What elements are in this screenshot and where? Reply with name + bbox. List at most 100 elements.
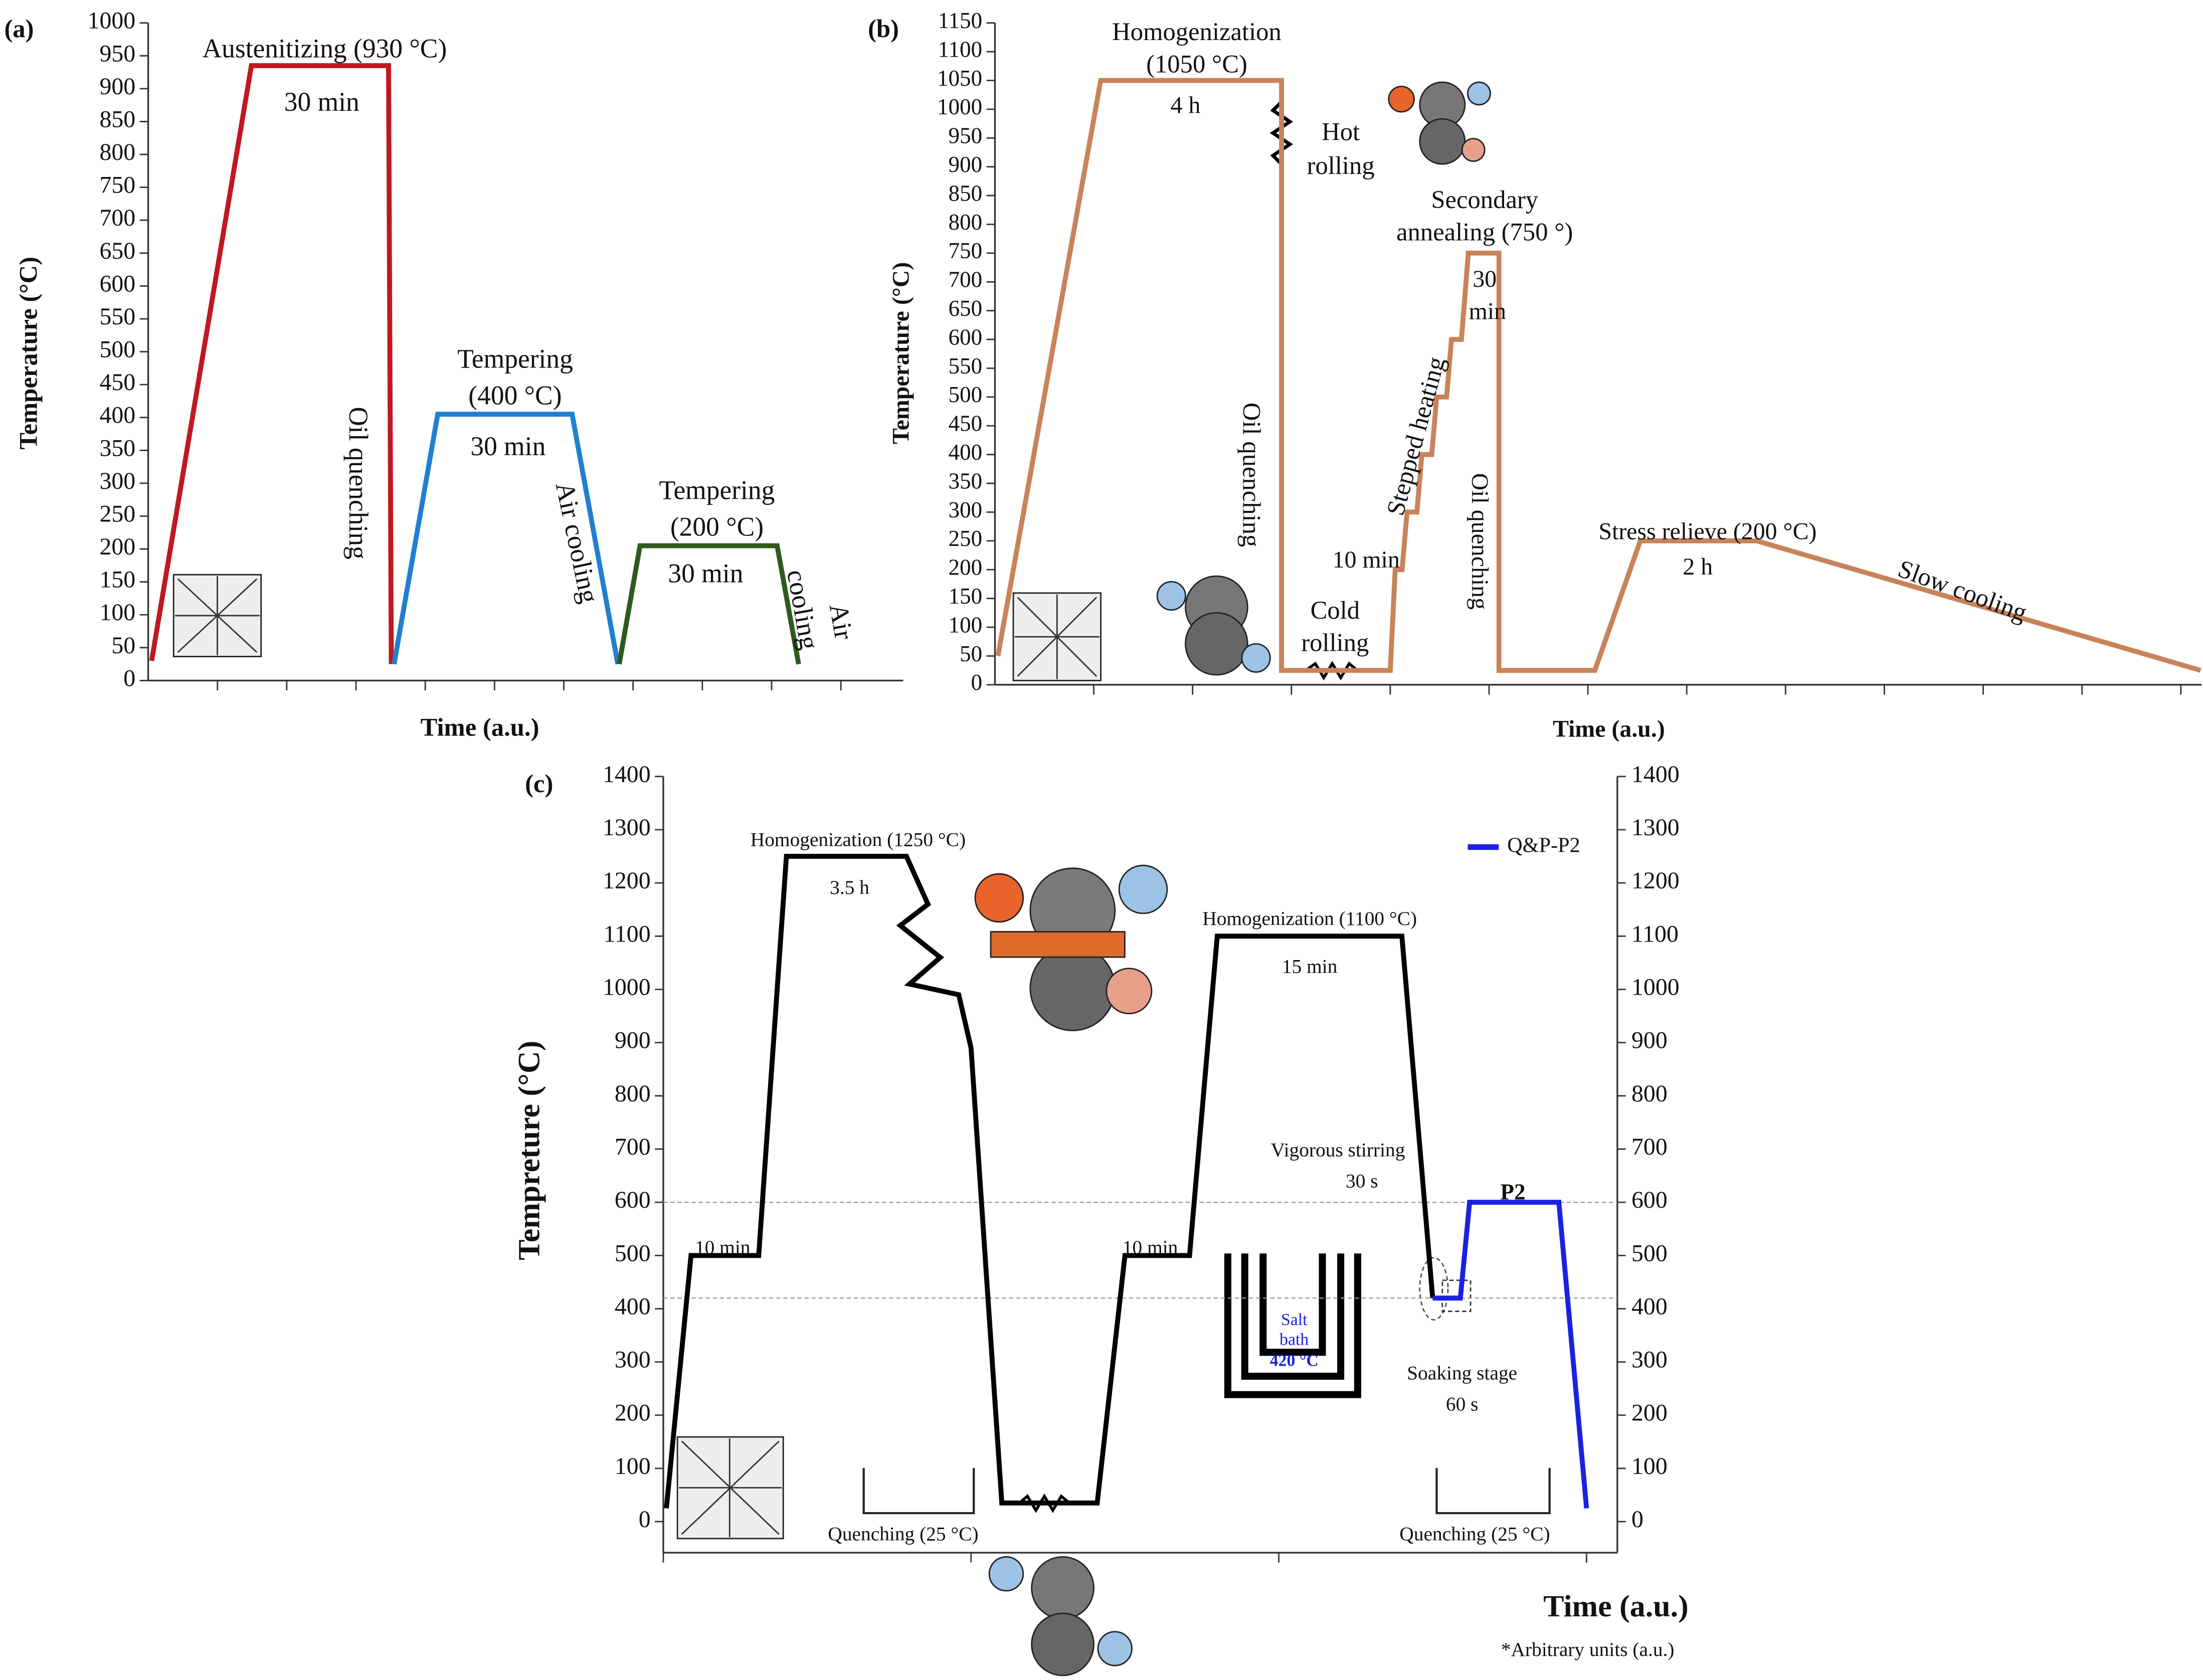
y2-tick-label: 500 — [1631, 1240, 1668, 1266]
y-tick-label: 50 — [111, 632, 135, 659]
roller — [1185, 612, 1248, 676]
y-tick-label: 1000 — [88, 8, 136, 34]
y-tick-label: 600 — [615, 1187, 651, 1213]
annotation: P2 — [1501, 1179, 1526, 1204]
roller — [1029, 945, 1116, 1031]
roller — [1031, 1556, 1094, 1620]
y-tick-label: 50 — [960, 641, 982, 666]
annotation: 10 min — [1333, 546, 1400, 573]
annotation: Homogenization (1250 °C) — [751, 828, 966, 850]
annotation: min — [1469, 298, 1507, 325]
annotation: 30 min — [470, 431, 545, 461]
annotation: 420 °C — [1270, 1352, 1319, 1370]
y-tick-label: 500 — [949, 382, 983, 407]
y-tick-label: 0 — [123, 665, 135, 691]
y-tick-label: 300 — [949, 497, 983, 522]
y-tick-label: 550 — [99, 303, 135, 330]
y-tick-label: 100 — [99, 599, 135, 626]
y-tick-label: 500 — [99, 336, 135, 363]
y-tick-label: 250 — [99, 500, 135, 527]
y-tick-label: 0 — [971, 670, 983, 695]
annotation: rolling — [1307, 151, 1375, 179]
y-tick-label: 700 — [949, 267, 983, 292]
y2-tick-label: 900 — [1631, 1027, 1668, 1054]
grain-icon — [1461, 138, 1486, 162]
annotation: 2 h — [1683, 553, 1713, 580]
y-tick-label: 200 — [615, 1400, 651, 1426]
y-tick-label: 450 — [949, 411, 983, 436]
annotation: Homogenization — [1112, 18, 1281, 46]
series-line — [149, 63, 394, 664]
y2-tick-label: 100 — [1631, 1453, 1668, 1479]
x-axis-label: Time (a.u.) — [1553, 716, 1665, 742]
series-line — [617, 543, 801, 665]
chart-panel: (a) Temperature (°C) Time (a.u.) 0 50 100 150 2… — [4, 8, 903, 741]
y-tick-label: 400 — [99, 402, 135, 429]
x-axis-label: Time (a.u.) — [421, 713, 539, 741]
annotation: 30 — [1473, 266, 1497, 292]
y2-tick-label: 600 — [1631, 1187, 1668, 1213]
annotation: annealing (750 °) — [1396, 218, 1573, 246]
y-axis-label: Temperature (°C) — [887, 262, 914, 444]
panel-label: (b) — [868, 15, 899, 43]
y2-tick-label: 700 — [1631, 1134, 1668, 1160]
y-tick-label: 950 — [99, 40, 135, 67]
series-line — [664, 854, 1435, 1509]
y2-tick-label: 800 — [1631, 1080, 1668, 1107]
y-tick-label: 200 — [99, 533, 135, 560]
y-tick-label: 150 — [949, 584, 983, 609]
annotation: Cold — [1311, 596, 1360, 624]
y-tick-label: 800 — [949, 210, 983, 235]
annotation: Quenching (25 °C) — [828, 1523, 978, 1545]
annotation: 30 s — [1346, 1170, 1378, 1192]
annotation: Oil quenching — [343, 407, 374, 559]
salt-bath — [1224, 1253, 1361, 1398]
y2-tick-label: 300 — [1631, 1347, 1668, 1373]
y-tick-label: 1000 — [603, 974, 651, 1000]
annotation: (200 °C) — [670, 511, 764, 541]
grain-icon — [1118, 864, 1168, 914]
hot-rolling-zigzag — [1269, 81, 1294, 184]
microstructure-pattern — [678, 1438, 782, 1538]
y-tick-label: 1100 — [604, 920, 651, 947]
annotation: Hot — [1322, 118, 1360, 146]
annotation: *Arbitrary units (a.u.) — [1501, 1638, 1675, 1660]
annotation: 10 min — [1123, 1236, 1178, 1258]
series-line — [392, 412, 621, 665]
legend-label: Q&P-P2 — [1507, 833, 1580, 857]
y-tick-label: 1100 — [938, 37, 982, 62]
annotation: Oil quenching — [1466, 473, 1493, 610]
grain-icon — [1467, 81, 1491, 106]
y-tick-label: 700 — [99, 205, 135, 231]
grain-icon — [1241, 643, 1271, 673]
y-tick-label: 150 — [99, 567, 135, 593]
annotation: Stepped heating — [1381, 354, 1450, 518]
series-line — [995, 78, 2201, 673]
cold-rolling-zigzag — [1018, 1493, 1071, 1514]
y-tick-label: 750 — [99, 172, 135, 199]
annotation: 3.5 h — [830, 876, 869, 898]
y-tick-label: 550 — [949, 353, 983, 379]
annotation: Soaking stage — [1407, 1362, 1517, 1384]
y-tick-label: 1050 — [937, 66, 982, 91]
y2-tick-label: 400 — [1631, 1293, 1668, 1320]
y-tick-label: 300 — [615, 1347, 651, 1373]
y-tick-label: 500 — [615, 1240, 651, 1266]
y2-tick-label: 1000 — [1631, 974, 1680, 1000]
y-tick-label: 1200 — [603, 867, 651, 894]
annotation: Tempering — [659, 475, 775, 505]
annotation: Homogenization (1100 °C) — [1202, 907, 1417, 929]
microstructure-pattern — [175, 576, 260, 655]
y-tick-label: 250 — [949, 526, 983, 551]
y-tick-label: 650 — [949, 296, 983, 321]
y-tick-label: 950 — [949, 123, 983, 148]
y-tick-label: 200 — [949, 555, 983, 580]
stirring-mark — [1419, 1257, 1449, 1321]
chart-panel: (b) Temperature (°C) Time (a.u.) 0 50 100 150 2… — [868, 8, 2202, 742]
y-tick-label: 400 — [949, 440, 983, 465]
grain-icon — [1097, 1631, 1133, 1666]
y-tick-label: 700 — [615, 1134, 651, 1160]
y-tick-label: 350 — [949, 468, 983, 493]
y-tick-label: 0 — [639, 1506, 651, 1533]
